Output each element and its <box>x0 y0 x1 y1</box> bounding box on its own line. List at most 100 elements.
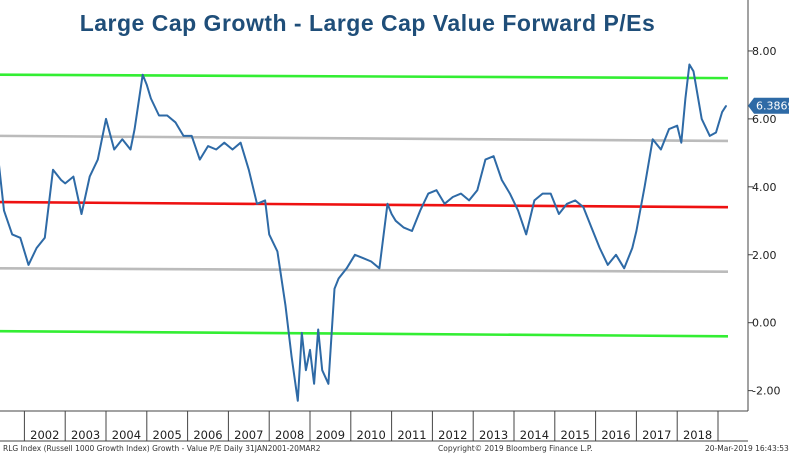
data-point <box>97 159 99 161</box>
y-tick-label: 6.00 <box>752 113 777 126</box>
mean-red-line <box>0 200 729 209</box>
data-point <box>321 369 323 371</box>
data-point <box>684 97 687 100</box>
data-point <box>362 257 364 259</box>
data-point <box>635 230 638 232</box>
last-value-badge <box>748 97 789 114</box>
data-point <box>113 148 115 151</box>
x-tick-label: 2011 <box>397 428 426 442</box>
data-point <box>525 233 527 235</box>
data-point <box>370 260 372 263</box>
data-point <box>121 138 123 140</box>
data-point <box>346 267 348 269</box>
data-point <box>566 203 568 205</box>
data-point <box>27 264 30 266</box>
y-tick-label: 8.00 <box>752 45 777 58</box>
y-tick-label: 4.00 <box>752 181 777 194</box>
data-point <box>419 210 421 212</box>
data-point <box>386 203 389 205</box>
data-point <box>338 277 340 280</box>
data-point <box>688 63 691 66</box>
data-point <box>64 182 66 184</box>
data-point <box>158 114 160 117</box>
data-point <box>435 189 438 191</box>
data-point <box>676 125 678 127</box>
data-point <box>268 233 270 235</box>
data-point <box>623 267 625 269</box>
data-point <box>146 84 148 86</box>
series-line-0 <box>0 63 728 402</box>
data-point <box>150 97 152 100</box>
data-point <box>533 199 536 201</box>
data-point <box>607 264 609 266</box>
data-point <box>660 148 662 151</box>
data-point <box>309 349 311 351</box>
data-point <box>11 233 13 235</box>
data-point <box>129 148 132 151</box>
data-point <box>313 383 315 385</box>
data-point <box>460 193 462 195</box>
x-tick-label: 2012 <box>438 428 467 442</box>
chart-title: Large Cap Growth - Large Cap Value Forwa… <box>79 10 656 36</box>
data-point <box>291 356 293 358</box>
data-point <box>297 400 299 402</box>
data-point <box>582 206 585 208</box>
data-point <box>444 203 446 205</box>
data-point <box>599 247 601 249</box>
data-point <box>652 138 654 140</box>
data-point <box>223 142 225 144</box>
data-point <box>72 176 74 178</box>
data-point <box>668 128 670 130</box>
data-point <box>89 176 91 178</box>
y-tick-label: -2.00 <box>752 385 780 398</box>
data-point <box>354 254 356 256</box>
data-point <box>558 213 560 215</box>
data-point <box>680 142 682 144</box>
data-point <box>240 142 242 144</box>
x-tick-label: 2014 <box>520 428 549 442</box>
data-point <box>709 135 711 137</box>
data-point <box>391 213 393 215</box>
data-point <box>134 128 136 130</box>
data-point <box>590 227 593 229</box>
footer-timestamp: 20-Mar-2019 16:43:53 <box>705 444 789 453</box>
lower-green-band <box>0 329 729 338</box>
data-point <box>327 383 329 385</box>
data-point <box>501 179 503 181</box>
x-tick-label: 2002 <box>30 428 59 442</box>
data-point <box>701 118 703 120</box>
data-point <box>692 70 695 72</box>
data-point <box>403 227 405 229</box>
data-point <box>427 193 429 195</box>
data-point <box>317 328 319 331</box>
data-point <box>80 213 83 215</box>
data-point <box>305 369 307 371</box>
data-point <box>248 169 250 171</box>
data-point <box>725 105 727 107</box>
data-point <box>301 332 303 334</box>
data-point <box>509 193 511 195</box>
data-point <box>517 210 519 212</box>
x-tick-label: 2007 <box>234 428 263 442</box>
last-value-label: 6.3869 <box>756 100 789 113</box>
x-tick-label: 2010 <box>357 428 386 442</box>
data-point <box>199 159 201 161</box>
data-point <box>550 193 552 195</box>
data-point <box>452 196 454 198</box>
data-point <box>264 199 266 201</box>
data-point <box>191 135 193 137</box>
lower-grey-band <box>0 267 729 274</box>
data-point <box>60 179 62 181</box>
data-point <box>484 159 486 161</box>
data-point <box>19 237 21 239</box>
data-point <box>174 121 176 123</box>
footer-copyright: Copyright© 2019 Bloomberg Finance L.P. <box>438 444 593 453</box>
data-point <box>468 199 470 201</box>
x-tick-label: 2004 <box>112 428 141 442</box>
data-point <box>542 193 544 195</box>
data-point <box>378 267 380 269</box>
data-point <box>215 148 217 151</box>
data-point <box>395 220 397 222</box>
x-tick-label: 2018 <box>683 428 712 442</box>
data-point <box>615 254 617 256</box>
